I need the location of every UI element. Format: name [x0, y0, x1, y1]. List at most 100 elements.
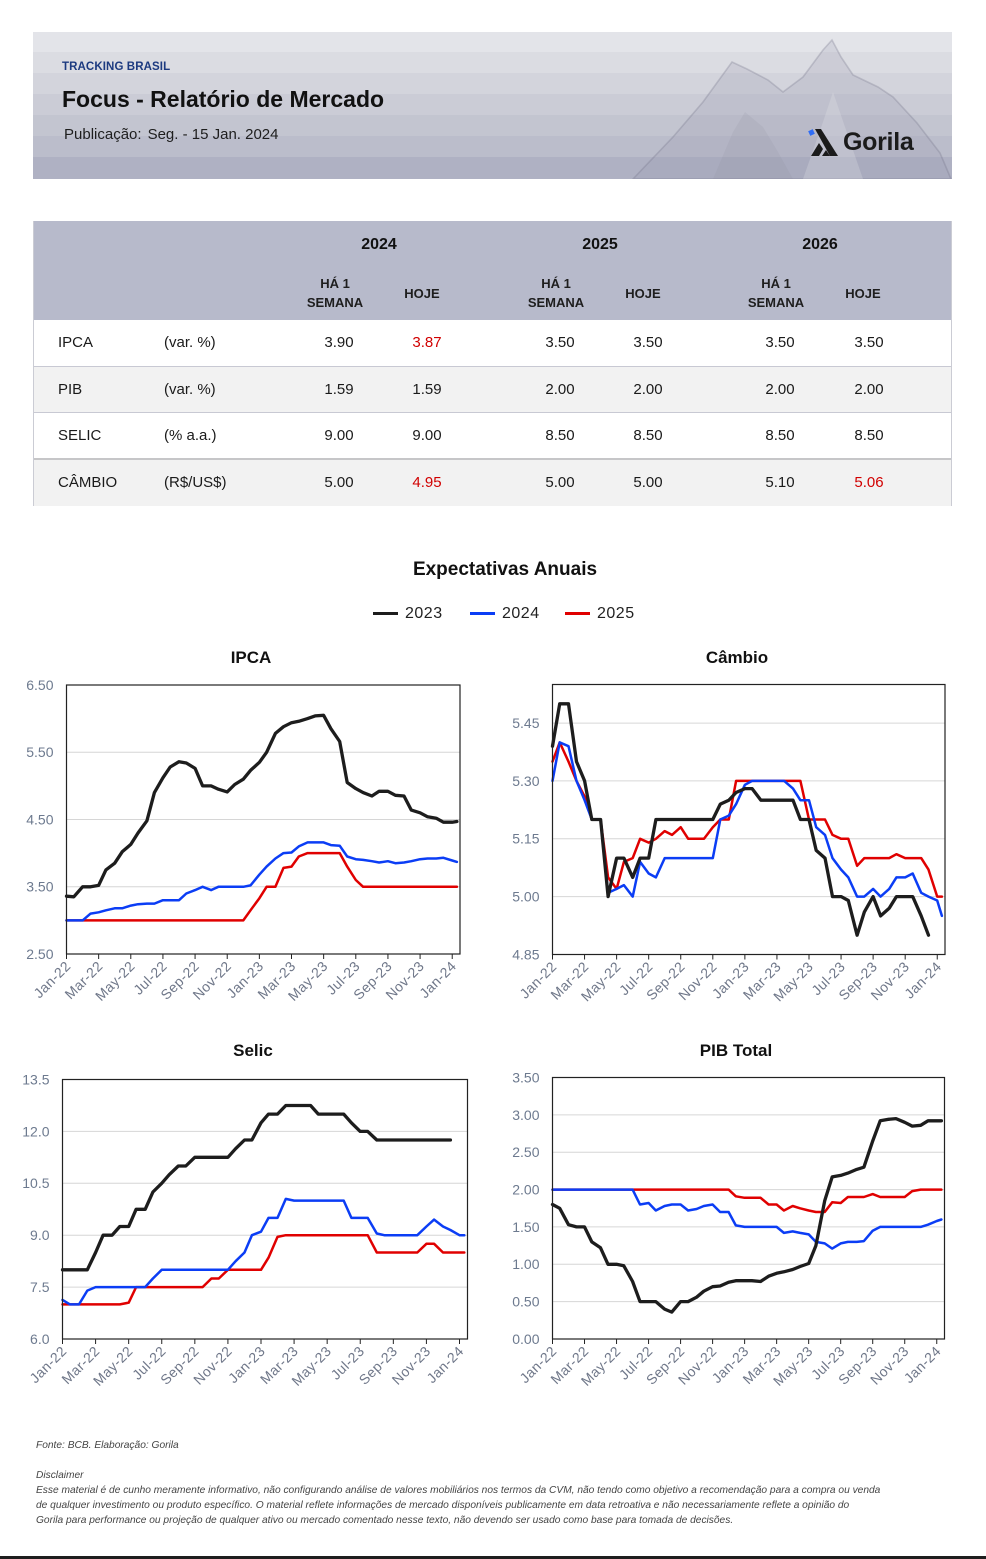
col-header-today: HOJE	[845, 286, 881, 301]
value-2024-today: 3.87	[412, 334, 442, 351]
legend-label: 2024	[502, 605, 540, 622]
y-tick-label: 1.50	[512, 1219, 539, 1235]
chart-title: IPCA	[231, 648, 272, 667]
series-line-2025	[551, 1188, 943, 1214]
y-tick-label: 9.0	[30, 1227, 50, 1243]
legend-label: 2025	[597, 605, 635, 622]
value-2024-today: 9.00	[412, 427, 442, 444]
x-tick-label: Sep-23	[835, 958, 880, 1003]
col-header-today: HOJE	[404, 286, 440, 301]
x-tick-label: Mar-22	[547, 958, 591, 1002]
chart-ipca: IPCA2.503.504.505.506.50Jan-22Mar-22May-…	[26, 648, 461, 1004]
x-tick-label: Jan-23	[708, 1343, 751, 1386]
x-tick-label: Jul-23	[808, 958, 848, 998]
publication-label: Publicação:	[64, 126, 142, 143]
chart-selic: Selic6.07.59.010.512.013.5Jan-22Mar-22Ma…	[22, 1041, 469, 1389]
y-tick-label: 7.5	[30, 1279, 50, 1295]
x-tick-label: Mar-22	[61, 958, 105, 1002]
table-row-pib: PIB (var. %) 1.59 1.59 2.00 2.00 2.00 2.…	[34, 366, 951, 413]
series-line-2023	[60, 1103, 453, 1272]
x-tick-label: Jul-22	[129, 1343, 169, 1383]
x-tick-label: Jul-22	[616, 958, 656, 998]
x-tick-label: Jan-22	[26, 1343, 69, 1386]
series-line-2023	[64, 713, 459, 899]
x-tick-label: Jan-24	[901, 1343, 944, 1386]
y-tick-label: 5.15	[512, 831, 539, 847]
report-header-banner: TRACKING BRASIL Focus - Relatório de Mer…	[33, 32, 952, 179]
col-header-prev-week: HÁ 1 SEMANA	[295, 274, 375, 312]
page-bottom-rule	[0, 1556, 986, 1559]
logo-text: Gorila	[843, 127, 914, 156]
charts-section-title: Expectativas Anuais	[412, 559, 598, 580]
x-tick-label: May-22	[90, 1343, 136, 1389]
series-line-2024	[551, 741, 944, 918]
x-tick-label: May-22	[92, 958, 138, 1004]
chart-pib-total: PIB Total 0.00 0.50 1.00 1.50 2.00 2.50 3.00 3.5…	[512, 1041, 946, 1389]
x-tick-label: Mar-22	[547, 1343, 591, 1387]
value-2025-today: 8.50	[633, 427, 663, 444]
year-header-2025: 2025	[582, 236, 618, 253]
x-tick-label: Jan-22	[516, 1343, 559, 1386]
value-2025-today: 5.00	[633, 474, 663, 491]
year-header-2026: 2026	[802, 236, 838, 253]
value-2026-prev-week: 5.10	[765, 474, 795, 491]
plot-frame	[65, 684, 461, 955]
legend-line-icon	[373, 612, 398, 615]
x-tick-label: Nov-23	[389, 1343, 434, 1388]
report-title: Focus - Relatório de Mercado	[62, 86, 385, 112]
y-tick-label: 5.45	[512, 715, 539, 731]
x-tick-label: May-23	[288, 1343, 334, 1389]
value-2025-prev-week: 2.00	[545, 381, 575, 398]
x-tick-label: Sep-23	[356, 1343, 401, 1388]
y-tick-label: 6.0	[30, 1331, 50, 1347]
legend-line-icon	[565, 612, 590, 615]
table-row-cambio: CÂMBIO (R$/US$) 5.00 4.95 5.00 5.00 5.10…	[34, 458, 951, 506]
y-tick-label: 1.00	[512, 1256, 539, 1272]
y-tick-label: 2.00	[512, 1181, 539, 1197]
y-tick-label: 0.00	[512, 1331, 539, 1347]
x-tick-label: May-23	[285, 958, 331, 1004]
plot-frame	[61, 1078, 469, 1340]
indicator-label: CÂMBIO	[58, 474, 118, 491]
value-2024-today: 4.95	[412, 474, 442, 491]
x-tick-label: Jan-22	[30, 958, 73, 1001]
value-2024-prev-week: 9.00	[324, 427, 354, 444]
value-2026-today: 3.50	[854, 334, 884, 351]
value-2024-prev-week: 5.00	[324, 474, 354, 491]
x-tick-label: Nov-22	[190, 1343, 235, 1388]
y-tick-label: 12.0	[22, 1123, 49, 1139]
x-tick-label: Sep-22	[643, 958, 688, 1003]
y-tick-label: 3.50	[512, 1069, 539, 1085]
y-tick-label: 6.50	[26, 677, 53, 693]
col-header-prev-week: HÁ 1 SEMANA	[516, 274, 596, 312]
col-header-text: HÁ 1	[320, 276, 350, 291]
x-tick-label: Mar-23	[739, 1343, 783, 1387]
indicator-unit: (var. %)	[164, 334, 216, 351]
chart-title: Câmbio	[706, 648, 768, 667]
value-2025-today: 3.50	[633, 334, 663, 351]
chart-title: Selic	[233, 1041, 273, 1060]
gorila-logo: Gorila	[808, 125, 914, 159]
plot-frame	[551, 683, 946, 956]
y-tick-label: 10.5	[22, 1175, 49, 1191]
col-header-today: HOJE	[625, 286, 661, 301]
x-tick-label: Jul-23	[327, 1343, 367, 1383]
table-header: 2024 2025 2026 HÁ 1 SEMANA HOJE HÁ 1 SEMAN…	[34, 221, 951, 320]
gorila-logo-icon	[808, 129, 838, 156]
x-tick-label: Nov-22	[675, 958, 720, 1003]
x-tick-label: Jul-22	[130, 958, 170, 998]
indicator-unit: (% a.a.)	[164, 427, 217, 444]
chart-cambio: Câmbio4.855.005.155.305.45Jan-22Mar-22Ma…	[512, 648, 946, 1004]
series-line-2025	[65, 851, 459, 922]
value-2026-today: 5.06	[854, 474, 884, 491]
value-2025-today: 2.00	[633, 381, 663, 398]
col-header-text: SEMANA	[747, 295, 805, 310]
series-line-2025	[61, 1233, 466, 1306]
series-line-2023	[550, 702, 931, 937]
disclaimer-line: de qualquer investimento ou produto espe…	[36, 1500, 850, 1511]
x-tick-label: May-23	[770, 1343, 816, 1389]
x-tick-label: Sep-22	[157, 958, 202, 1003]
legend-label: 2023	[405, 605, 443, 622]
disclaimer-line: Gorila para performance ou projeção de q…	[36, 1515, 734, 1526]
x-tick-label: Jan-24	[901, 958, 944, 1001]
